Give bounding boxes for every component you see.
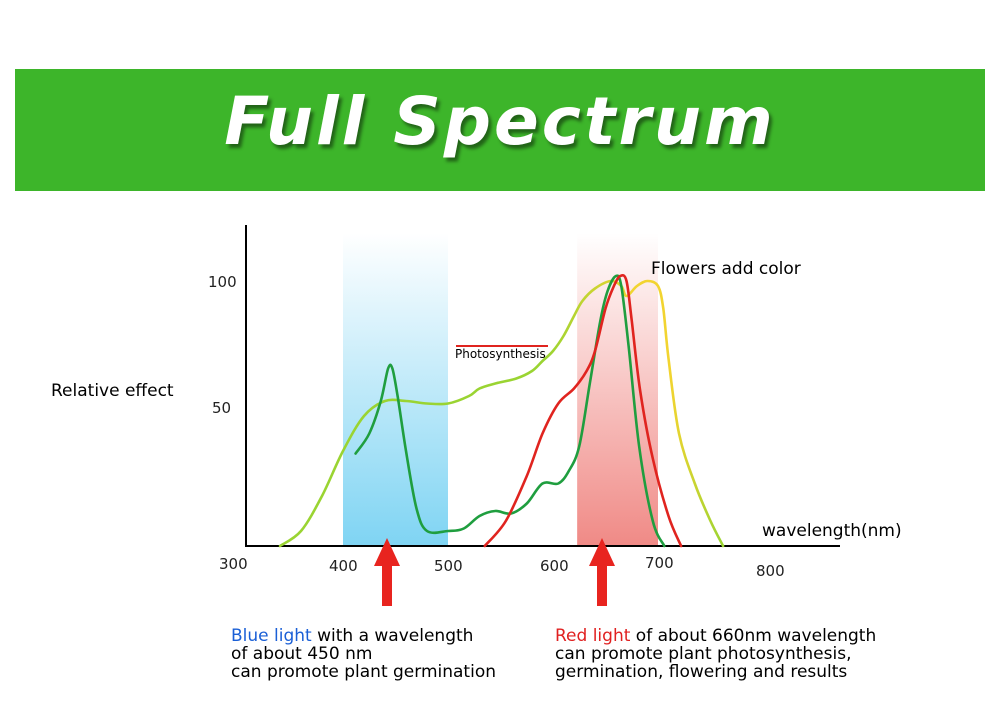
x-tick-label-300: 300 xyxy=(219,555,248,573)
chlorophyll-green-curve xyxy=(354,274,666,548)
title-banner: Full Spectrum xyxy=(15,69,985,191)
red-absorption-curve xyxy=(483,273,683,548)
y-tick-label-50: 50 xyxy=(212,399,231,417)
x-tick-label-800: 800 xyxy=(756,562,785,580)
y-axis-label: Relative effect xyxy=(51,381,174,401)
x-tick-label-500: 500 xyxy=(434,557,463,575)
x-tick-label-700: 700 xyxy=(645,554,674,572)
red-caption-line3: germination, flowering and results xyxy=(555,662,848,682)
red-band xyxy=(577,233,658,546)
photosynthesis-curve xyxy=(278,279,725,548)
blue-caption-line2: of about 450 nm xyxy=(231,644,373,664)
blue-caption-line3: can promote plant germination xyxy=(231,662,496,682)
y-tick-label-100: 100 xyxy=(208,273,237,291)
x-axis-label: wavelength(nm) xyxy=(762,521,902,541)
red-light-label: Red light xyxy=(555,626,631,646)
blue-light-caption: Blue light with a wavelength of about 45… xyxy=(231,627,496,681)
red-caption-line1: of about 660nm wavelength xyxy=(630,626,877,646)
flowers-add-color-label: Flowers add color xyxy=(651,259,801,279)
page-title: Full Spectrum xyxy=(224,83,776,160)
red-light-arrow xyxy=(589,538,615,606)
red-caption-line2: can promote plant photosynthesis, xyxy=(555,644,852,664)
blue-light-arrow xyxy=(374,538,400,606)
photosynthesis-label: Photosynthesis xyxy=(455,347,546,361)
x-tick-label-400: 400 xyxy=(329,557,358,575)
red-light-caption: Red light of about 660nm wavelength can … xyxy=(555,627,876,681)
blue-light-label: Blue light xyxy=(231,626,312,646)
blue-caption-line1: with a wavelength xyxy=(311,626,474,646)
x-tick-label-600: 600 xyxy=(540,557,569,575)
